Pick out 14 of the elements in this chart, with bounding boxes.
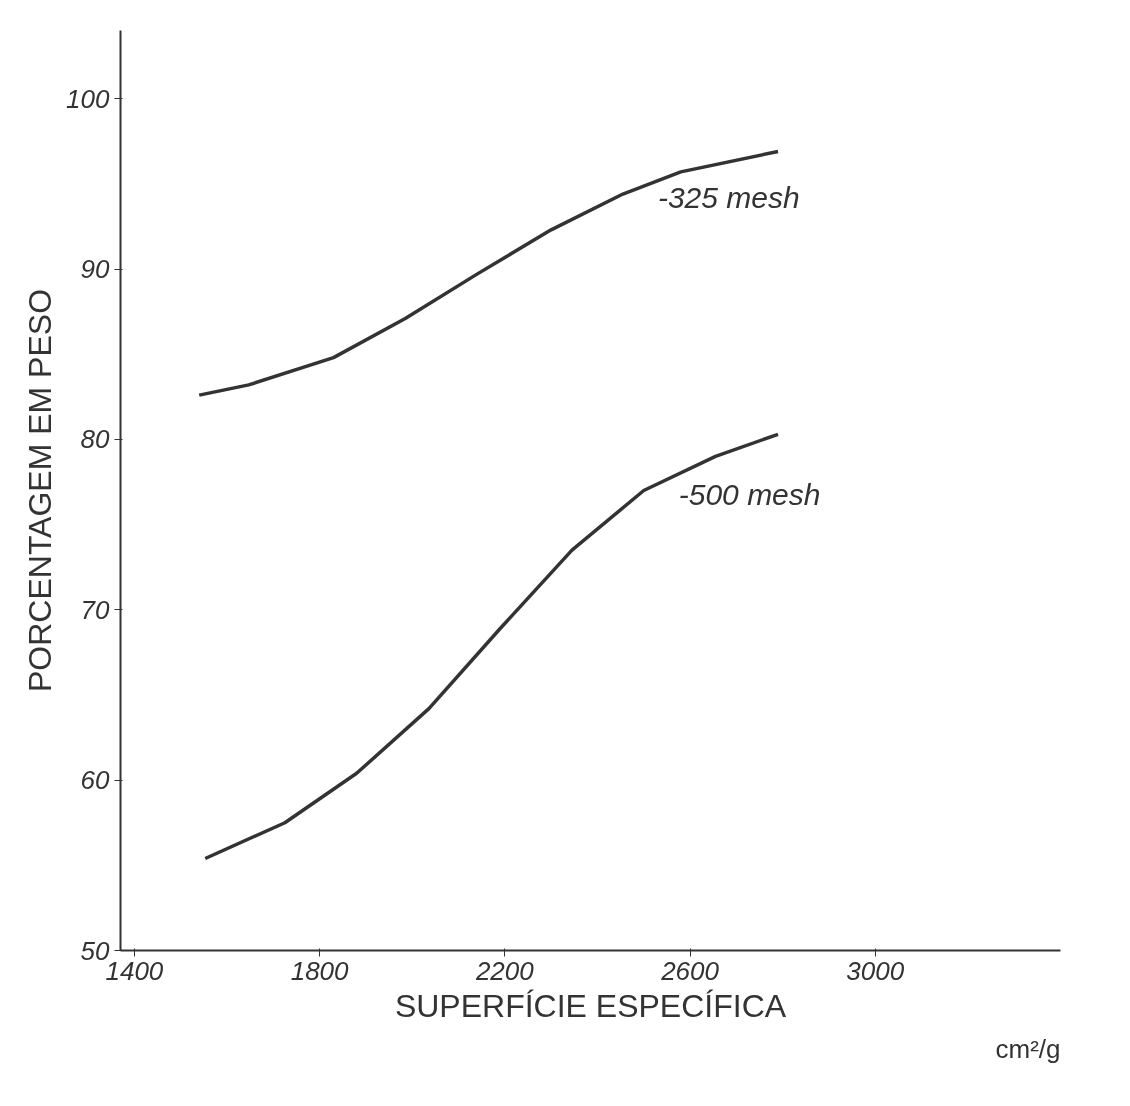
y-tick-label: 60 [80, 765, 111, 796]
y-axis-title: PORCENTAGEM EM PESO [22, 288, 59, 693]
series-label: -500 mesh [678, 477, 821, 511]
y-tick-label: 80 [80, 424, 111, 455]
series-label: -325 mesh [657, 181, 800, 215]
y-tick-label: 90 [80, 254, 111, 285]
y-tick-label: 70 [80, 594, 111, 625]
x-axis-title: SUPERFÍCIE ESPECÍFICA [394, 987, 787, 1024]
x-tick-label: 2600 [660, 955, 720, 986]
x-tick-label: 2200 [474, 955, 535, 986]
x-tick-label: 1800 [290, 955, 350, 986]
y-tick-label: 100 [66, 83, 111, 114]
x-tick-label: 3000 [846, 955, 905, 986]
text: cm²/g [995, 1033, 1061, 1064]
